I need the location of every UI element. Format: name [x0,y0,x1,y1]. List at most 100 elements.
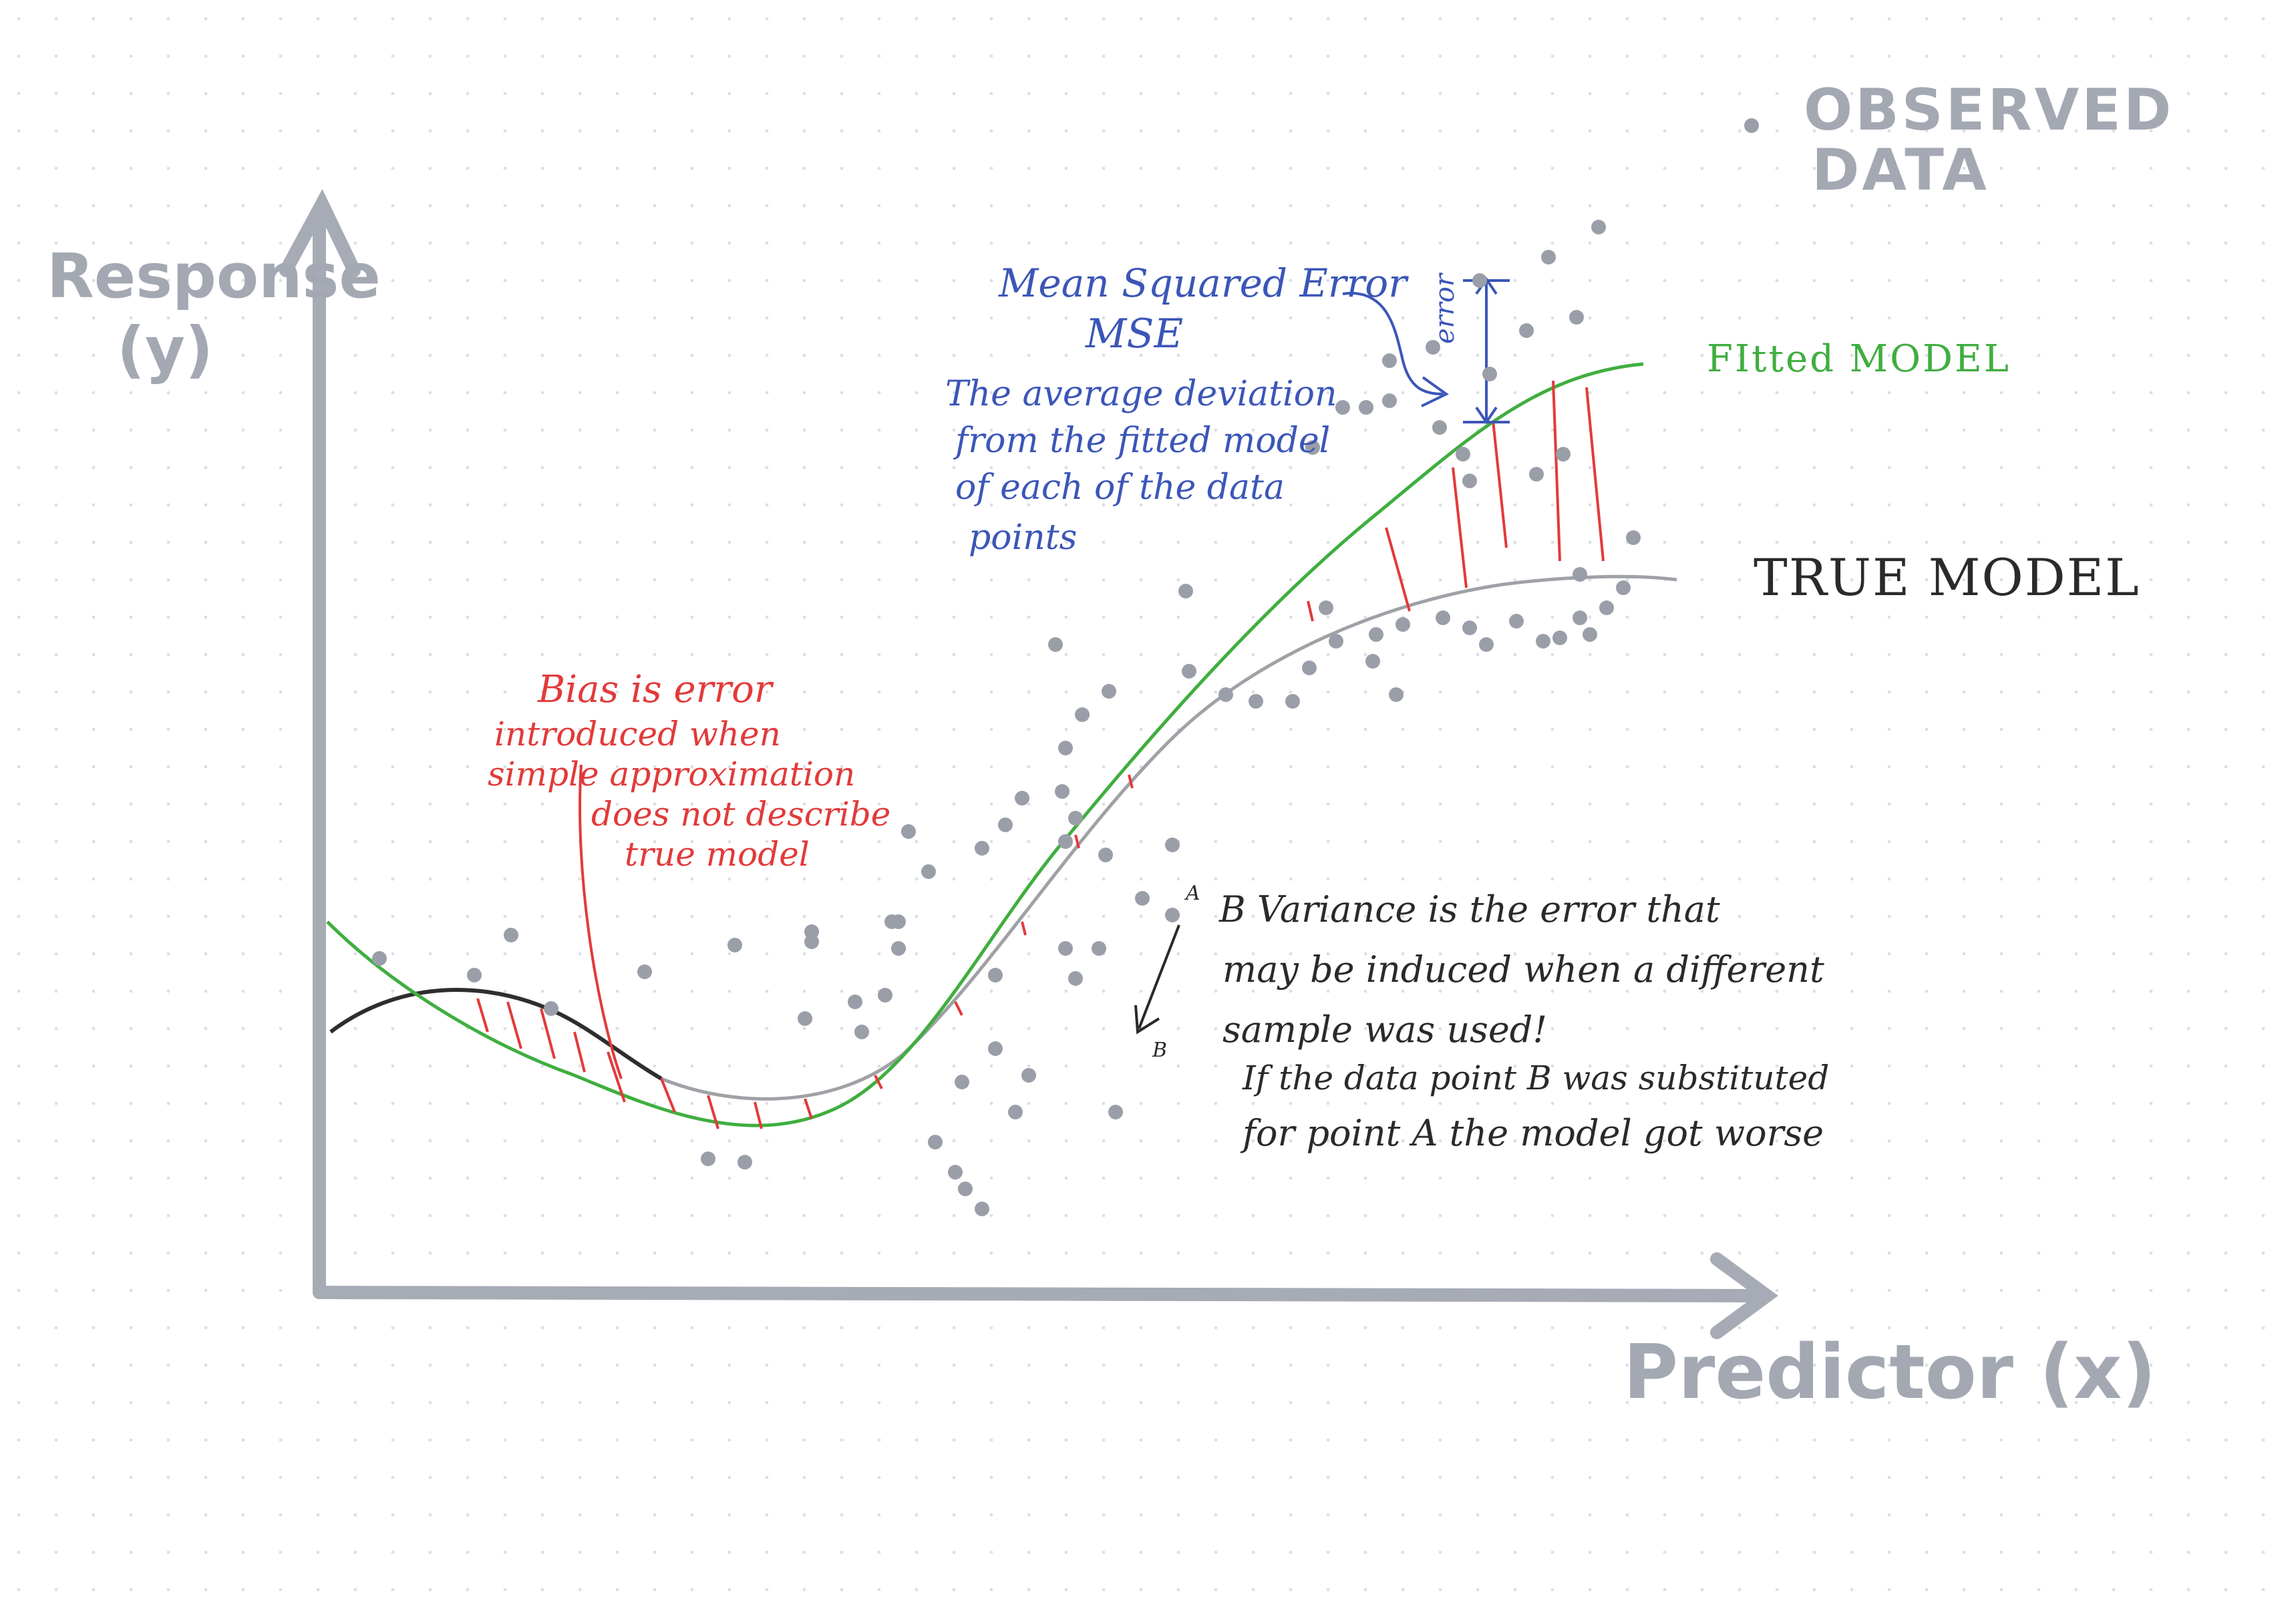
observed-data-point [1058,741,1073,755]
variance-line-3: sample was used! [1222,1009,1548,1051]
observed-data-point [1456,447,1470,462]
mse-abbr: MSE [1086,311,1184,357]
observed-data-point [1369,627,1383,642]
observed-data-point [1098,848,1113,862]
point-a-marker: A [1186,882,1200,905]
observed-data-point [1426,340,1440,355]
observed-data-point [1436,610,1450,625]
observed-data-point [467,968,482,982]
observed-data-point [1382,353,1397,368]
observed-data-point [1102,684,1116,699]
mse-title: Mean Squared Error [999,260,1407,306]
bias-line-2: introduced when [494,715,781,753]
bias-line-1: Bias is error [538,668,772,711]
observed-data-point [1058,834,1073,849]
legend-dot-icon [1744,118,1759,133]
mse-line-3: of each of the data [955,468,1285,508]
observed-data-point [1541,250,1556,264]
observed-data-point [1319,600,1333,615]
observed-data-point [1302,661,1317,675]
observed-data-point [1182,664,1196,679]
legend-observed-label: OBSERVED [1804,77,2174,144]
observed-data-point [1556,447,1571,462]
mse-line-1: The average deviation [945,374,1337,414]
bias-line-5: true model [625,835,810,874]
bias-line-4: does not describe [591,795,891,834]
observed-data-point [737,1155,752,1170]
true-model-curve [661,574,1677,1101]
variance-arrow [1138,924,1180,1029]
observed-data-point [1359,400,1373,415]
observed-data-point [878,988,892,1003]
observed-data-point [1626,530,1641,545]
observed-data-point [854,1025,869,1039]
observed-data-point [1616,580,1631,595]
fitted-model-curve [326,362,1644,1127]
observed-data-point [891,941,906,956]
observed-data-point [1396,617,1410,632]
observed-data-point [1599,600,1614,615]
error-tag: error [1430,273,1460,344]
observed-data-point [1529,467,1544,482]
observed-data-point [1249,694,1263,709]
observed-data-point [372,951,387,966]
observed-data-point [1058,941,1073,956]
bias-arrow [579,764,623,1079]
observed-data-point [1462,474,1477,488]
observed-data-point [1432,420,1447,435]
observed-data-point [988,1041,1003,1056]
observed-data-point [1552,631,1567,645]
bias-hatches-left [476,774,1134,1129]
observed-data-point [1305,440,1320,455]
observed-data-point [1573,610,1587,625]
mse-arrow [1342,292,1444,395]
observed-data-point [1472,273,1487,288]
observed-data-point [1591,220,1606,234]
y-axis-label-symbol: (y) [117,314,214,385]
observed-data-point [1075,707,1090,722]
fitted-model-label: FItted MODEL [1707,337,2011,381]
variance-line-2: may be induced when a different [1222,948,1824,991]
observed-data-point [1335,400,1350,415]
observed-data-point [1365,654,1380,669]
observed-data-point [1462,620,1477,635]
observed-data-point [1285,694,1300,709]
observed-data-point [804,924,819,939]
axes [279,188,1778,1339]
observed-data-point [1509,614,1524,629]
variance-arrowhead [1134,1005,1160,1035]
variance-line-5: for point A the model got worse [1243,1112,1824,1154]
observed-data-point [1092,941,1106,956]
true-model-label: TRUE MODEL [1754,548,2140,607]
observed-data-point [1382,393,1397,408]
observed-data-point [701,1151,715,1166]
observed-data-point [1055,784,1070,799]
true-model-curve-dark [329,987,663,1081]
observed-data-point [1021,1068,1036,1083]
variance-line-4: If the data point B was substituted [1243,1059,1830,1097]
observed-data-point [921,864,936,879]
legend-data-label: DATA [1812,137,1989,204]
observed-data-point [1573,567,1587,582]
mse-line-4: points [969,518,1078,558]
observed-data-point [928,1135,943,1149]
y-axis-arrowhead [279,188,361,277]
observed-data-point [1178,584,1193,598]
observed-data-point [975,841,989,856]
observed-data-point [798,1011,812,1026]
observed-data-points [372,220,1641,1216]
observed-data-point [1479,637,1494,652]
observed-data-point [848,995,862,1009]
observed-data-point [901,824,916,839]
observed-data-point [727,938,742,952]
observed-data-point [1165,908,1180,922]
variance-line-1: B Variance is the error that [1219,888,1720,930]
observed-data-point [1068,811,1083,826]
observed-data-point [544,1001,558,1016]
observed-data-point [958,1182,973,1196]
observed-data-point [1008,1105,1023,1119]
observed-data-point [1068,971,1083,986]
observed-data-point [1135,891,1150,906]
